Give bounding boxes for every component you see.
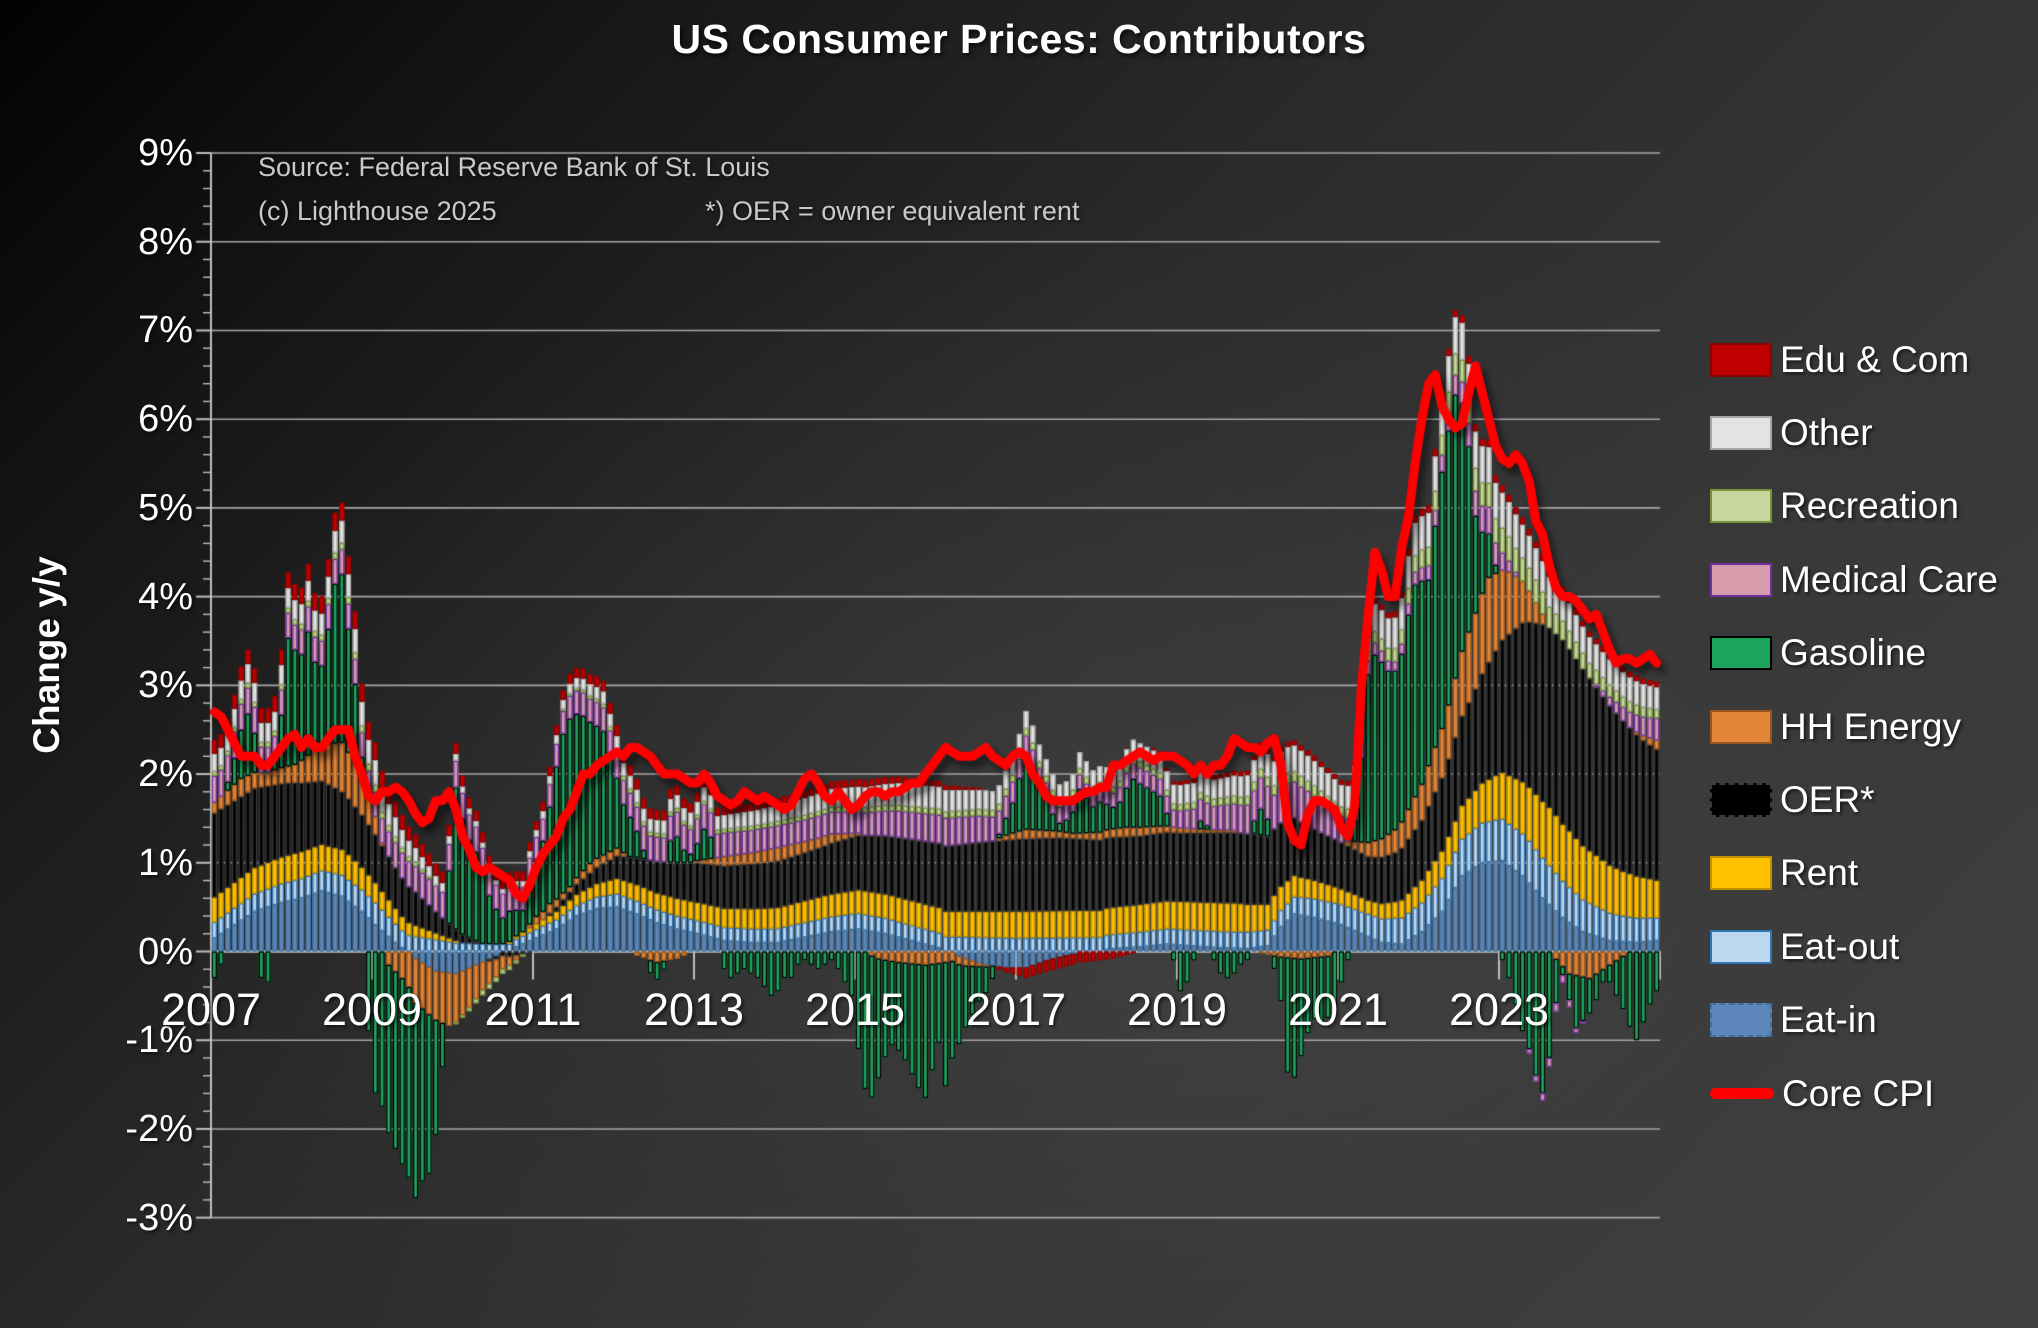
y-axis-tick-label: 2% [138, 753, 193, 796]
x-axis-tick-label: 2007 [160, 984, 262, 1035]
y-axis-tick-label: -2% [125, 1107, 193, 1150]
x-axis-tick-label: 2009 [321, 984, 423, 1035]
y-axis-tick-label: 8% [138, 220, 193, 263]
y-axis-tick-label: 4% [138, 575, 193, 618]
legend-item-core_cpi: Core CPI [1710, 1057, 1998, 1130]
legend-color-swatch [1710, 1003, 1772, 1038]
legend-color-swatch [1710, 636, 1772, 671]
y-axis-tick-label: -1% [125, 1019, 193, 1062]
x-axis-tick-label: 2023 [1448, 984, 1550, 1035]
legend-color-swatch [1710, 929, 1772, 964]
legend-item-eat_out: Eat-out [1710, 910, 1998, 983]
legend-color-swatch [1710, 342, 1772, 377]
legend-item-rent: Rent [1710, 837, 1998, 910]
y-axis-tick-label: 0% [138, 930, 193, 973]
chart-legend: Edu & Com Other Recreation Medical Care Gaso… [1710, 323, 1998, 1130]
legend-label: OER* [1780, 779, 1875, 821]
legend-item-hh_energy: HH Energy [1710, 690, 1998, 763]
legend-label: Core CPI [1782, 1072, 1935, 1114]
legend-label: Eat-in [1780, 999, 1877, 1041]
legend-line-swatch [1710, 1088, 1774, 1100]
legend-color-swatch [1710, 489, 1772, 524]
y-axis-tick-label: 5% [138, 486, 193, 529]
x-axis-tick-label: 2019 [1126, 984, 1228, 1035]
legend-color-swatch [1710, 856, 1772, 891]
y-axis-tick-label: 7% [138, 309, 193, 352]
legend-item-other: Other [1710, 396, 1998, 469]
y-axis-tick-label: 3% [138, 664, 193, 707]
x-axis-tick-label: 2015 [804, 984, 906, 1035]
legend-label: Rent [1780, 852, 1859, 894]
x-axis-tick-label: 2011 [484, 984, 582, 1035]
legend-color-swatch [1710, 783, 1772, 818]
legend-item-gasoline: Gasoline [1710, 617, 1998, 690]
legend-item-oer: OER* [1710, 763, 1998, 836]
y-axis-tick-label: -3% [125, 1196, 193, 1239]
legend-item-recreation: Recreation [1710, 470, 1998, 543]
legend-label: Eat-out [1780, 925, 1900, 967]
legend-item-edu_com: Edu & Com [1710, 323, 1998, 396]
legend-label: Edu & Com [1780, 338, 1970, 380]
x-axis-tick-label: 2017 [965, 984, 1067, 1035]
y-axis-tick-label: 6% [138, 398, 193, 441]
legend-label: Recreation [1780, 485, 1959, 527]
x-axis-tick-label: 2021 [1287, 984, 1389, 1035]
x-axis-tick-label: 2013 [643, 984, 745, 1035]
legend-label: HH Energy [1780, 705, 1961, 747]
legend-color-swatch [1710, 416, 1772, 451]
legend-item-eat_in: Eat-in [1710, 984, 1998, 1057]
legend-label: Other [1780, 412, 1873, 454]
legend-color-swatch [1710, 709, 1772, 744]
y-axis-tick-label: 9% [138, 132, 193, 175]
legend-label: Medical Care [1780, 558, 1998, 600]
y-axis-tick-label: 1% [138, 841, 193, 884]
legend-item-medical_care: Medical Care [1710, 543, 1998, 616]
legend-label: Gasoline [1780, 632, 1927, 674]
legend-color-swatch [1710, 562, 1772, 597]
